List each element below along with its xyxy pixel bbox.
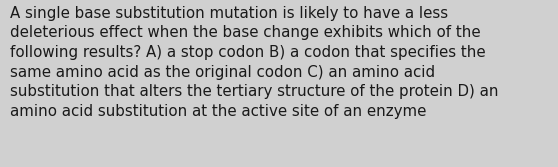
Text: A single base substitution mutation is likely to have a less
deleterious effect : A single base substitution mutation is l…	[10, 6, 498, 119]
